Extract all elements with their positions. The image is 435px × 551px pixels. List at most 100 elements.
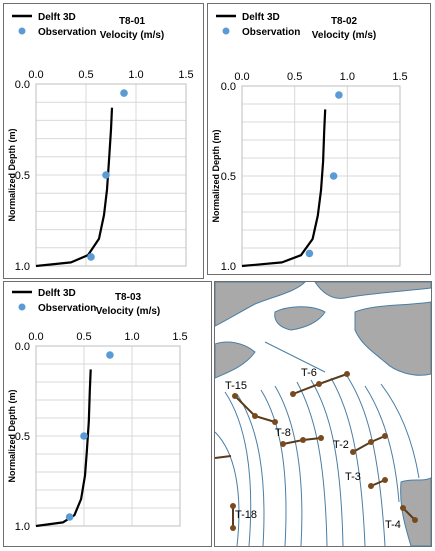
transect-node	[368, 439, 374, 445]
legend-label-observation: Observation	[242, 27, 300, 38]
y-axis-label: Normalized Depth (m)	[7, 389, 17, 482]
x-axis-label: Velocity (m/s)	[312, 30, 376, 41]
x-tick-label: 0.0	[234, 71, 249, 83]
channel-edge-5	[296, 381, 328, 546]
x-tick-label: 1.0	[128, 69, 143, 81]
transect-label-t18: T-18	[235, 509, 257, 521]
chart-panel-t8-01: Delft 3D Observation T8-01 Velocity (m/s) 0.…	[3, 3, 204, 279]
observation-point	[102, 171, 110, 179]
observation-point	[120, 89, 128, 97]
channel-edge-2	[236, 393, 265, 546]
x-tick-label: 0.0	[28, 331, 43, 343]
series-line-delft3d	[35, 369, 92, 528]
observation-point	[80, 432, 88, 440]
transect-label-t15: T-15	[225, 380, 247, 392]
tidal-channel-map: T-15 T-6 T-8 T-2 T-3 T-18 T-4	[215, 282, 431, 546]
channel-edge-10	[380, 383, 420, 479]
legend-marker-observation	[222, 27, 230, 35]
transect-node	[318, 435, 324, 441]
channel-edge-6	[310, 379, 344, 546]
transect-node	[344, 371, 350, 377]
transect-label-t2: T-2	[333, 439, 349, 451]
y-axis-label: Normalized Depth (m)	[7, 128, 17, 221]
x-tick-label: 1.0	[340, 71, 355, 83]
transect-label-t6: T-6	[301, 367, 317, 379]
y-tick-label: 0.0	[15, 341, 30, 353]
y-tick-label: 1.0	[15, 521, 30, 533]
chart-title: T8-02	[331, 16, 358, 27]
transect-node	[412, 517, 418, 523]
legend-marker-observation	[18, 303, 26, 311]
transect-label-t3: T-3	[345, 471, 361, 483]
x-tick-label: 1.5	[172, 331, 187, 343]
transect-node	[230, 503, 236, 509]
transect-line-left	[215, 455, 232, 459]
transect-node	[232, 393, 238, 399]
observation-point	[329, 172, 338, 180]
x-tick-label: 0.5	[287, 71, 302, 83]
x-tick-label: 1.5	[392, 71, 407, 83]
legend-label-delft3d: Delft 3D	[38, 288, 76, 299]
x-axis-label: Velocity (m/s)	[96, 306, 160, 317]
channel-edge-3	[260, 389, 287, 546]
channel-edge-8	[346, 375, 386, 546]
series-line-delft3d	[241, 109, 327, 268]
y-tick-label: 0.0	[15, 79, 30, 91]
land-upper-center	[274, 306, 326, 331]
land-left-mid	[215, 341, 256, 379]
legend-label-delft3d: Delft 3D	[38, 12, 76, 23]
plot-area-frame	[35, 345, 181, 527]
y-tick-label: 0.0	[221, 81, 236, 93]
land-top-band	[314, 282, 431, 299]
chart-t8-02: Delft 3D Observation T8-02 Velocity (m/s) 0.…	[211, 12, 408, 273]
chart-title: T8-01	[119, 16, 146, 27]
y-tick-label: 1.0	[221, 261, 236, 273]
transect-node	[300, 437, 306, 443]
chart-t8-03: Delft 3D Observation T8-03 Velocity (m/s) 0.…	[7, 288, 188, 533]
transect-node	[230, 525, 236, 531]
transect-node	[350, 449, 356, 455]
transect-node	[252, 413, 258, 419]
transect-node	[316, 381, 322, 387]
chart-panel-t8-02: Delft 3D Observation T8-02 Velocity (m/s) 0.…	[207, 3, 431, 275]
transect-node	[382, 477, 388, 483]
x-tick-label: 1.0	[124, 331, 139, 343]
channel-edge-7	[330, 377, 366, 546]
plot-area-frame	[35, 83, 187, 267]
legend-label-delft3d: Delft 3D	[242, 12, 280, 23]
chart-title: T8-03	[115, 292, 142, 303]
land-top-left	[215, 282, 306, 327]
x-axis-label: Velocity (m/s)	[100, 30, 164, 41]
transect-node	[290, 391, 296, 397]
channel-edge-12	[264, 341, 326, 373]
observation-point	[65, 513, 74, 521]
y-tick-label: 1.0	[15, 261, 30, 273]
legend-label-observation: Observation	[38, 303, 96, 314]
channel-edge-4	[274, 385, 303, 546]
chart-panel-t8-03: Delft 3D Observation T8-03 Velocity (m/s) 0.…	[3, 281, 212, 547]
observation-point	[87, 253, 95, 261]
transect-node	[400, 505, 406, 511]
transect-node	[382, 433, 388, 439]
transect-label-t8: T-8	[275, 427, 291, 439]
x-tick-label: 0.5	[76, 331, 91, 343]
y-axis-label: Normalized Depth (m)	[211, 129, 221, 222]
transect-label-t4: T-4	[385, 519, 401, 531]
plot-area-frame	[241, 85, 401, 267]
x-tick-label: 0.0	[28, 69, 43, 81]
x-tick-label: 0.5	[78, 69, 93, 81]
observation-point	[335, 91, 343, 99]
legend-label-observation: Observation	[38, 27, 96, 38]
land-right-block	[354, 301, 431, 376]
channel-edge-11	[215, 431, 240, 546]
transect-node	[368, 483, 374, 489]
y-tick-label: 0.5	[15, 170, 30, 182]
land-bottom-right	[400, 477, 431, 546]
observation-point	[106, 351, 114, 359]
series-line-delft3d	[35, 107, 114, 268]
x-tick-label: 1.5	[178, 69, 193, 81]
chart-t8-01: Delft 3D Observation T8-01 Velocity (m/s) 0.…	[7, 12, 194, 273]
transect-node	[272, 419, 278, 425]
map-panel: T-15 T-6 T-8 T-2 T-3 T-18 T-4	[214, 281, 432, 547]
y-tick-label: 0.5	[221, 171, 236, 183]
